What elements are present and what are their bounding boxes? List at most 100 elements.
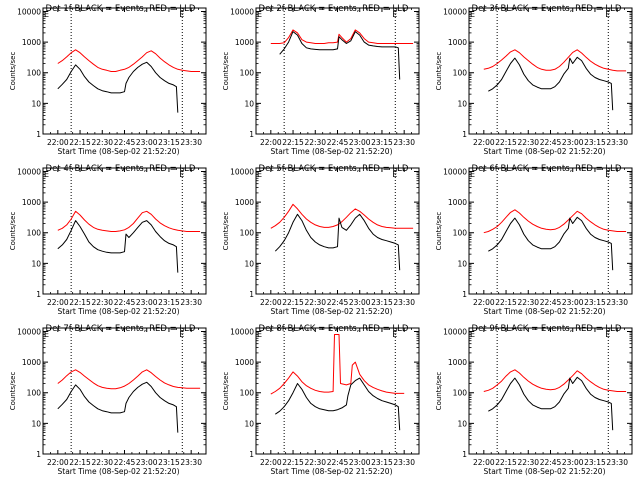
- lld-series-line: [270, 334, 405, 395]
- lld-series-line: [270, 203, 414, 229]
- corner-mark: E: [257, 10, 262, 19]
- x-tick-label: 22:15: [69, 138, 91, 147]
- y-tick-label: 10: [31, 419, 41, 428]
- x-tick-label: 22:45: [114, 458, 136, 467]
- plot-frame: [42, 7, 207, 135]
- x-tick-label: 22:30: [304, 298, 326, 307]
- panel-title: Det 7f BLACK = Events, RED = LLD: [46, 324, 196, 334]
- x-tick-label: 23:15: [371, 138, 393, 147]
- lld-series-line: [57, 369, 201, 390]
- panel-title: Det 3f BLACK = Events, RED = LLD: [472, 4, 622, 14]
- y-tick-label: 10: [31, 99, 41, 108]
- x-tick-label: 23:15: [371, 458, 393, 467]
- lld-series-line: [270, 29, 414, 44]
- events-series-line: [57, 61, 179, 113]
- x-tick-label: 22:30: [517, 298, 539, 307]
- events-series-line: [274, 213, 401, 271]
- y-tick-label: 100: [240, 69, 255, 78]
- x-tick-label: 22:30: [91, 458, 113, 467]
- y-tick-label: 10000: [230, 167, 254, 176]
- x-tick-label: 22:15: [69, 458, 91, 467]
- x-tick-label: 22:30: [91, 298, 113, 307]
- x-tick-label: 23:15: [584, 458, 606, 467]
- y-tick-label: 1: [36, 450, 41, 459]
- x-tick-label: 22:00: [260, 298, 282, 307]
- x-tick-label: 22:45: [540, 458, 562, 467]
- y-tick-label: 10: [457, 419, 467, 428]
- panel-6: Det 6f BLACK = Events, RED = LLDEE110100…: [435, 164, 633, 316]
- y-tick-label: 1000: [235, 38, 254, 47]
- x-tick-label: 22:00: [473, 298, 495, 307]
- x-tick-label: 23:30: [180, 458, 202, 467]
- y-tick-label: 10000: [17, 327, 41, 336]
- lld-series-line: [57, 210, 201, 232]
- y-tick-label: 10000: [17, 7, 41, 16]
- panel-5: Det 5f BLACK = Events, RED = LLDEE110100…: [222, 164, 420, 316]
- corner-mark: E: [44, 170, 49, 179]
- x-tick-label: 23:00: [136, 458, 158, 467]
- y-axis-label: Counts/sec: [222, 52, 230, 91]
- x-axis-label: Start Time (08-Sep-02 21:52:20): [484, 147, 606, 156]
- corner-mark: E: [44, 330, 49, 339]
- y-tick-label: 1000: [235, 358, 254, 367]
- x-tick-label: 23:30: [393, 138, 415, 147]
- x-tick-label: 23:30: [180, 138, 202, 147]
- x-tick-label: 23:15: [158, 458, 180, 467]
- y-tick-label: 1: [36, 290, 41, 299]
- x-tick-label: 22:15: [282, 458, 304, 467]
- x-tick-label: 23:00: [562, 298, 584, 307]
- y-tick-label: 1: [462, 130, 467, 139]
- y-tick-label: 100: [453, 69, 468, 78]
- y-axis-label: Counts/sec: [435, 52, 443, 91]
- x-tick-label: 23:00: [349, 458, 371, 467]
- x-tick-label: 22:45: [114, 298, 136, 307]
- x-axis-label: Start Time (08-Sep-02 21:52:20): [484, 467, 606, 476]
- panel-9: Det 9f BLACK = Events, RED = LLDEE110100…: [435, 324, 633, 476]
- x-tick-label: 22:15: [495, 458, 517, 467]
- plot-frame: [42, 327, 207, 455]
- y-tick-label: 1000: [22, 358, 41, 367]
- x-tick-label: 23:30: [393, 298, 415, 307]
- corner-mark: E: [470, 330, 475, 339]
- x-tick-label: 23:30: [180, 298, 202, 307]
- corner-mark: E: [257, 170, 262, 179]
- panel-2: Det 2f BLACK = Events, RED = LLDEE110100…: [222, 4, 420, 156]
- y-tick-label: 1000: [22, 198, 41, 207]
- y-tick-label: 1000: [22, 38, 41, 47]
- x-tick-label: 22:15: [282, 138, 304, 147]
- y-tick-label: 100: [453, 229, 468, 238]
- events-series-line: [488, 56, 614, 111]
- x-tick-label: 22:00: [473, 458, 495, 467]
- y-tick-label: 10000: [443, 167, 467, 176]
- y-tick-label: 10: [244, 259, 254, 268]
- x-tick-label: 23:30: [606, 138, 628, 147]
- x-tick-label: 22:00: [260, 138, 282, 147]
- x-tick-label: 23:00: [349, 298, 371, 307]
- x-tick-label: 22:45: [327, 138, 349, 147]
- x-axis-label: Start Time (08-Sep-02 21:52:20): [484, 307, 606, 316]
- x-axis-label: Start Time (08-Sep-02 21:52:20): [271, 307, 393, 316]
- y-tick-label: 10000: [443, 7, 467, 16]
- x-tick-label: 22:15: [282, 298, 304, 307]
- y-tick-label: 10: [244, 99, 254, 108]
- y-tick-label: 100: [240, 389, 255, 398]
- lld-series-line: [483, 369, 627, 392]
- x-axis-label: Start Time (08-Sep-02 21:52:20): [271, 467, 393, 476]
- x-tick-label: 22:45: [540, 298, 562, 307]
- x-axis-label: Start Time (08-Sep-02 21:52:20): [58, 467, 180, 476]
- x-tick-label: 22:45: [540, 138, 562, 147]
- y-axis-label: Counts/sec: [222, 372, 230, 411]
- x-axis-label: Start Time (08-Sep-02 21:52:20): [271, 147, 393, 156]
- x-tick-label: 23:30: [393, 458, 415, 467]
- x-tick-label: 22:45: [114, 138, 136, 147]
- panel-4: Det 4f BLACK = Events, RED = LLDEE110100…: [9, 164, 207, 316]
- y-tick-label: 10: [244, 419, 254, 428]
- y-tick-label: 100: [240, 229, 255, 238]
- plot-frame: [468, 167, 633, 295]
- x-tick-label: 23:00: [349, 138, 371, 147]
- panel-1: Det 1f BLACK = Events, RED = LLDEE110100…: [9, 4, 207, 156]
- panel-title: Det 6f BLACK = Events, RED = LLD: [472, 164, 622, 174]
- y-tick-label: 10000: [230, 327, 254, 336]
- x-axis-label: Start Time (08-Sep-02 21:52:20): [58, 307, 180, 316]
